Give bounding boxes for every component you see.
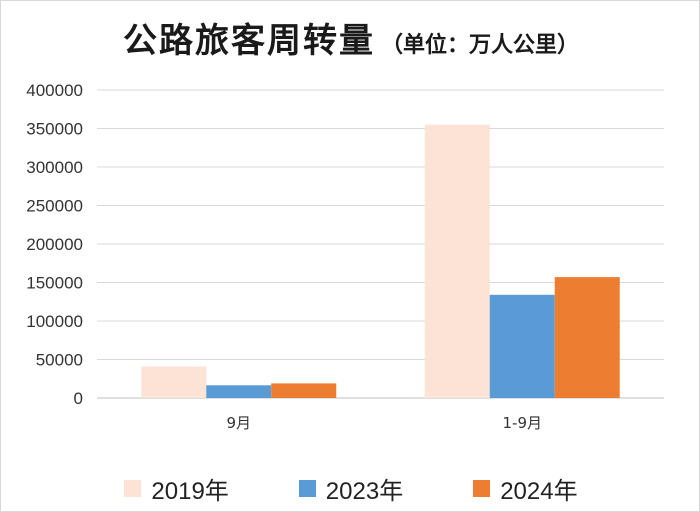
y-tick-label: 400000 bbox=[26, 81, 83, 100]
bar bbox=[206, 385, 272, 398]
y-tick-label: 300000 bbox=[26, 158, 83, 177]
y-tick-label: 150000 bbox=[26, 274, 83, 293]
bar-chart: 0 50000 100000 150000 200000 250000 300000 3500… bbox=[26, 81, 664, 432]
y-tick-label: 200000 bbox=[26, 235, 83, 254]
legend-item-2024[interactable]: 2024年 bbox=[473, 471, 578, 506]
y-tick-label: 350000 bbox=[26, 120, 83, 139]
y-tick-label: 0 bbox=[74, 389, 83, 408]
bar bbox=[271, 383, 337, 398]
y-tick-label: 100000 bbox=[26, 312, 83, 331]
legend-item-2019[interactable]: 2019年 bbox=[124, 471, 229, 506]
bar bbox=[141, 366, 207, 398]
bars bbox=[141, 124, 620, 399]
bar bbox=[489, 294, 555, 398]
chart-title-main: 公路旅客周转量 bbox=[122, 21, 375, 61]
legend-label-2019: 2019年 bbox=[151, 478, 229, 505]
legend-swatch-2024 bbox=[473, 480, 491, 497]
y-tick-label: 250000 bbox=[26, 197, 83, 216]
bar bbox=[554, 277, 620, 398]
x-axis-category-labels: 9月 1-9月 bbox=[226, 414, 542, 432]
y-tick-label: 50000 bbox=[36, 351, 83, 370]
legend-item-2023[interactable]: 2023年 bbox=[298, 471, 404, 506]
chart-title-unit: （单位：万人公里） bbox=[380, 32, 579, 58]
legend: 2019年 2023年 2024年 bbox=[1, 471, 700, 506]
y-axis-tick-labels: 0 50000 100000 150000 200000 250000 300000 3500… bbox=[26, 81, 83, 408]
legend-label-2024: 2024年 bbox=[500, 478, 578, 505]
legend-swatch-2023 bbox=[298, 480, 316, 497]
legend-label-2023: 2023年 bbox=[325, 478, 404, 505]
chart-title: 公路旅客周转量 （单位：万人公里） bbox=[1, 13, 700, 62]
legend-swatch-2019 bbox=[124, 480, 142, 497]
bar bbox=[424, 124, 490, 399]
x-category-label: 1-9月 bbox=[503, 414, 543, 432]
x-category-label: 9月 bbox=[226, 414, 251, 432]
